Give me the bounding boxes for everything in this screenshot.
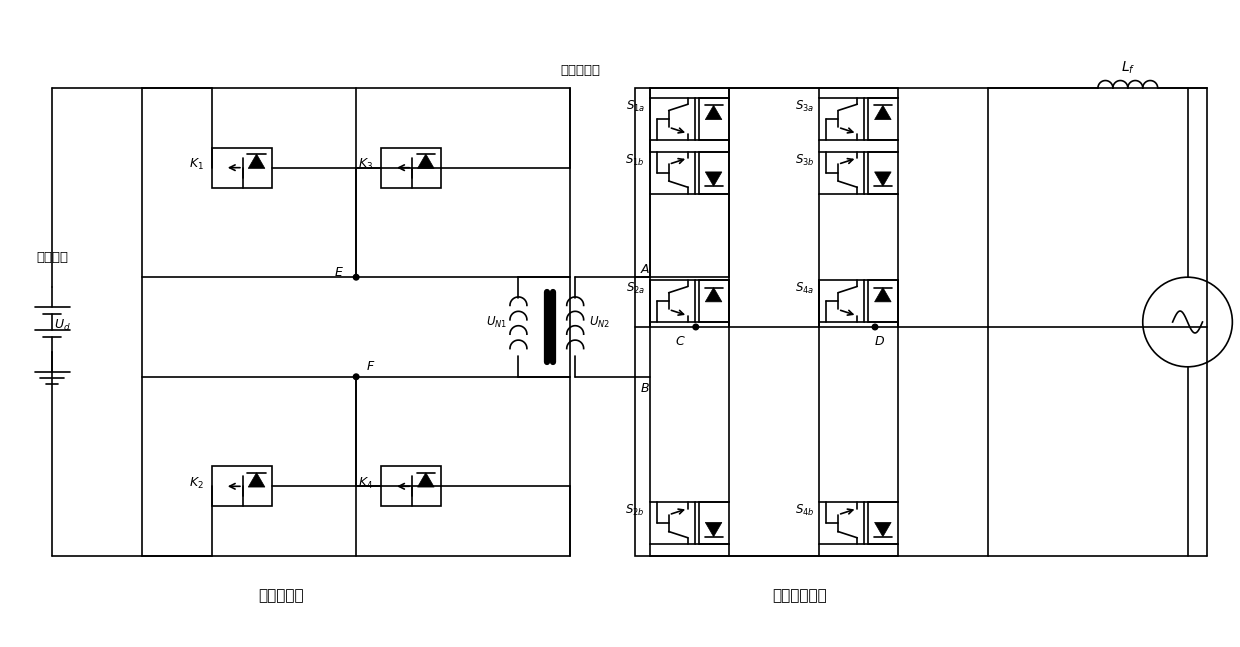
Text: $S_{2a}$: $S_{2a}$ [626,281,645,296]
Text: $L_f$: $L_f$ [1121,60,1135,76]
Polygon shape [706,287,722,302]
Text: $K_2$: $K_2$ [188,476,203,491]
Text: $S_{4b}$: $S_{4b}$ [795,503,815,518]
Text: 矩阵式变换器: 矩阵式变换器 [771,588,827,603]
Polygon shape [874,287,892,302]
Polygon shape [874,105,892,120]
Circle shape [872,324,878,330]
Text: $K_4$: $K_4$ [358,476,373,491]
Bar [868,502,898,544]
Text: $E$: $E$ [335,266,345,279]
Polygon shape [248,154,265,168]
Text: $A$: $A$ [640,263,650,276]
Text: $K_3$: $K_3$ [358,157,373,172]
Bar [212,148,272,188]
Text: $S_{2b}$: $S_{2b}$ [625,503,645,518]
Polygon shape [706,105,722,120]
Bar [698,152,729,193]
Polygon shape [706,172,722,186]
Bar [820,502,864,544]
Polygon shape [706,522,722,537]
Text: 直流电源: 直流电源 [36,251,68,264]
Bar [868,152,898,193]
Circle shape [353,374,358,380]
Text: $S_{1b}$: $S_{1b}$ [625,153,645,168]
Bar [381,148,440,188]
Polygon shape [874,172,892,186]
Bar [143,88,570,556]
Text: $U_{N1}$: $U_{N1}$ [486,314,507,329]
Polygon shape [418,473,434,487]
Text: $S_{3a}$: $S_{3a}$ [795,99,815,114]
Bar [868,98,898,140]
Polygon shape [874,522,892,537]
Circle shape [353,274,358,280]
Bar [698,502,729,544]
Text: $B$: $B$ [640,382,650,395]
Bar [650,152,694,193]
Bar [820,152,864,193]
Text: 高频变压器: 高频变压器 [560,63,600,76]
Polygon shape [248,473,265,487]
Bar [381,466,440,506]
Bar [650,280,694,322]
Bar [650,98,694,140]
Text: $S_{4a}$: $S_{4a}$ [795,281,815,296]
Bar [820,98,864,140]
Text: $D$: $D$ [874,335,885,349]
Bar [820,280,864,322]
Text: $U_{N2}$: $U_{N2}$ [589,314,610,329]
Polygon shape [418,154,434,168]
Text: $S_{3b}$: $S_{3b}$ [795,153,815,168]
Bar [212,466,272,506]
Bar [698,280,729,322]
Text: $U_d$: $U_d$ [55,318,71,333]
Bar [698,98,729,140]
Bar [650,502,694,544]
Text: $C$: $C$ [676,335,686,349]
Text: $F$: $F$ [366,360,376,373]
Text: 前级逆变器: 前级逆变器 [259,588,304,603]
Bar [635,88,988,556]
Text: $K_1$: $K_1$ [188,157,203,172]
Bar [868,280,898,322]
Circle shape [693,324,698,330]
Text: $S_{1a}$: $S_{1a}$ [626,99,645,114]
